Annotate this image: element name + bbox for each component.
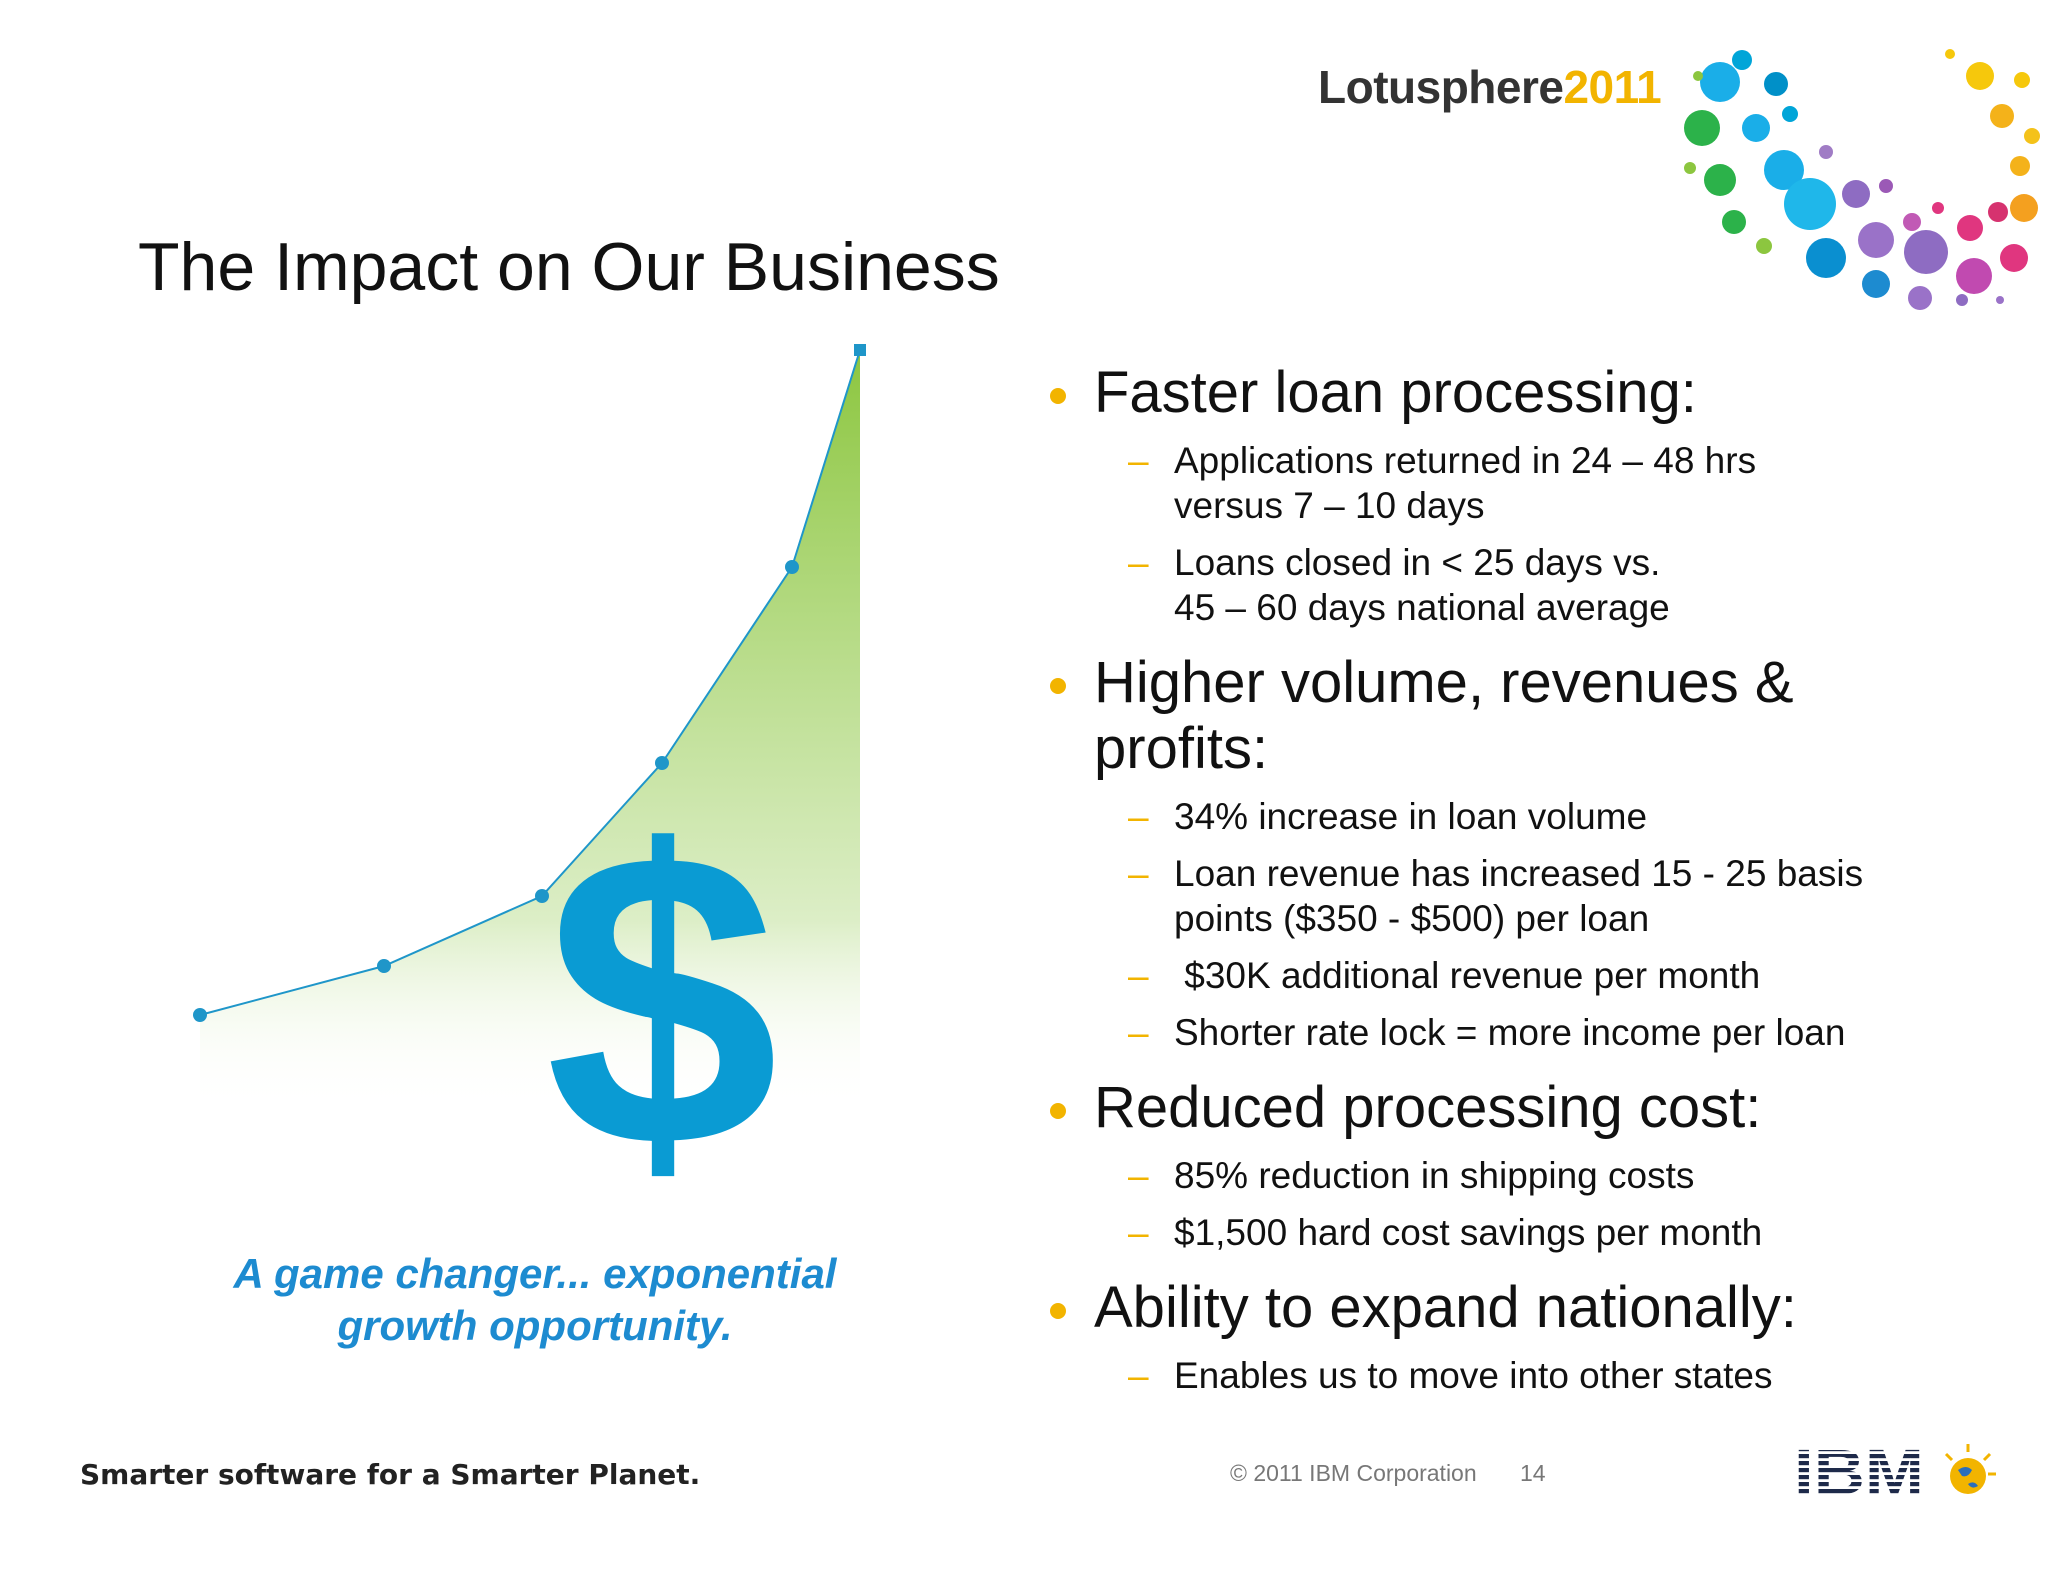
- list-item: – Loan revenue has increased 15 - 25 basi…: [1128, 853, 1864, 939]
- logo-year: 2011: [1563, 61, 1662, 113]
- bullet-list: Faster loan processing: – Applications re…: [1044, 360, 2024, 1410]
- section-heading: Faster loan processing:: [1044, 360, 2024, 426]
- page-title: The Impact on Our Business: [138, 229, 1000, 305]
- tagline: A game changer... exponential growth opp…: [150, 1248, 920, 1352]
- dash-icon: –: [1128, 955, 1149, 996]
- chart-point: [785, 560, 799, 574]
- dash-icon: –: [1128, 1355, 1149, 1396]
- list-item: – Shorter rate lock = more income per loa…: [1128, 1012, 1846, 1053]
- list-item: – Applications returned in 24 – 48 hrs ver…: [1128, 440, 1757, 526]
- dash-icon: –: [1128, 542, 1149, 583]
- dash-icon: –: [1128, 1212, 1149, 1253]
- ibm-logo: IBM: [1794, 1440, 1996, 1502]
- section-faster-loan-processing: Faster loan processing: – Applications re…: [1044, 360, 2024, 630]
- section-heading: Reduced processing cost:: [1044, 1075, 2024, 1141]
- svg-text:IBM: IBM: [1794, 1440, 1924, 1502]
- chart-point: [655, 756, 669, 770]
- chart-point: [535, 889, 549, 903]
- list-item: –85% reduction in shipping costs: [1128, 1155, 1695, 1196]
- chart-point: [854, 344, 866, 356]
- list-item: – $30K additional revenue per month: [1128, 955, 1761, 996]
- growth-chart: $: [193, 344, 866, 1180]
- lotusphere-dots-icon: [1684, 49, 2040, 310]
- list-item: –34% increase in loan volume: [1128, 796, 1648, 837]
- page-number: 14: [1520, 1460, 1546, 1486]
- dollar-sign-icon: $: [545, 766, 779, 1180]
- bullet-dot-icon: [1050, 1103, 1066, 1119]
- chart-point: [193, 1008, 207, 1022]
- list-item: – Loans closed in < 25 days vs. 45 – 60 da…: [1128, 542, 1670, 628]
- footer-tagline: Smarter software for a Smarter Planet.: [80, 1458, 701, 1491]
- dash-icon: –: [1128, 796, 1149, 837]
- dash-icon: –: [1128, 1155, 1149, 1196]
- section-expand-nationally: Ability to expand nationally: – Enables u…: [1044, 1275, 2024, 1398]
- dash-icon: –: [1128, 853, 1149, 894]
- bullet-dot-icon: [1050, 388, 1066, 404]
- section-reduced-cost: Reduced processing cost: –85% reduction …: [1044, 1075, 2024, 1255]
- lotusphere-logo: Lotusphere2011: [1318, 60, 1662, 114]
- tagline-line-1: A game changer... exponential: [233, 1250, 837, 1297]
- list-item: – $1,500 hard cost savings per month: [1128, 1212, 1763, 1253]
- ibm-globe-icon: [1944, 1444, 1996, 1494]
- section-heading: Ability to expand nationally:: [1044, 1275, 2024, 1341]
- growth-area: [200, 350, 860, 1110]
- tagline-line-2: growth opportunity.: [337, 1302, 733, 1349]
- dash-icon: –: [1128, 440, 1149, 481]
- dash-icon: –: [1128, 1012, 1149, 1053]
- bullet-dot-icon: [1050, 678, 1066, 694]
- chart-point: [377, 959, 391, 973]
- list-item: – Enables us to move into other states: [1128, 1355, 1773, 1396]
- bullet-dot-icon: [1050, 1303, 1066, 1319]
- growth-line: [199, 349, 861, 1016]
- section-higher-volume: Higher volume, revenues & profits: –34% i…: [1044, 650, 2024, 1055]
- copyright: © 2011 IBM Corporation: [1230, 1460, 1477, 1486]
- logo-word: Lotusphere: [1318, 61, 1564, 113]
- section-heading: Higher volume, revenues & profits:: [1044, 650, 2024, 782]
